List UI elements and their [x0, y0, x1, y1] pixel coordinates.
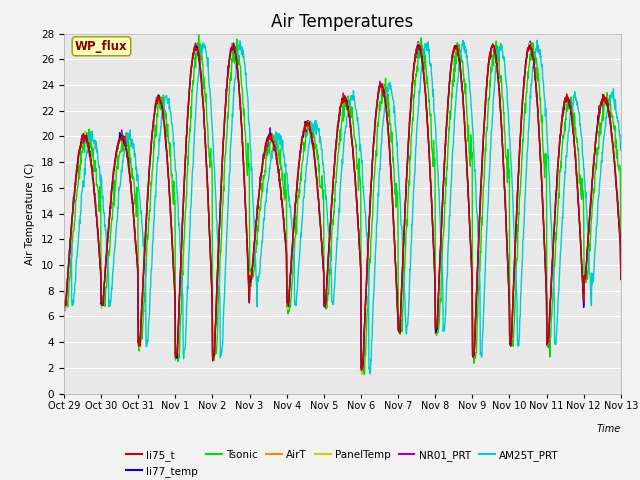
Text: WP_flux: WP_flux	[75, 40, 128, 53]
Y-axis label: Air Temperature (C): Air Temperature (C)	[26, 162, 35, 265]
Text: Time: Time	[596, 424, 621, 434]
Title: Air Temperatures: Air Temperatures	[271, 12, 413, 31]
Legend: li75_t, li77_temp, Tsonic, AirT, PanelTemp, NR01_PRT, AM25T_PRT: li75_t, li77_temp, Tsonic, AirT, PanelTe…	[122, 445, 563, 480]
